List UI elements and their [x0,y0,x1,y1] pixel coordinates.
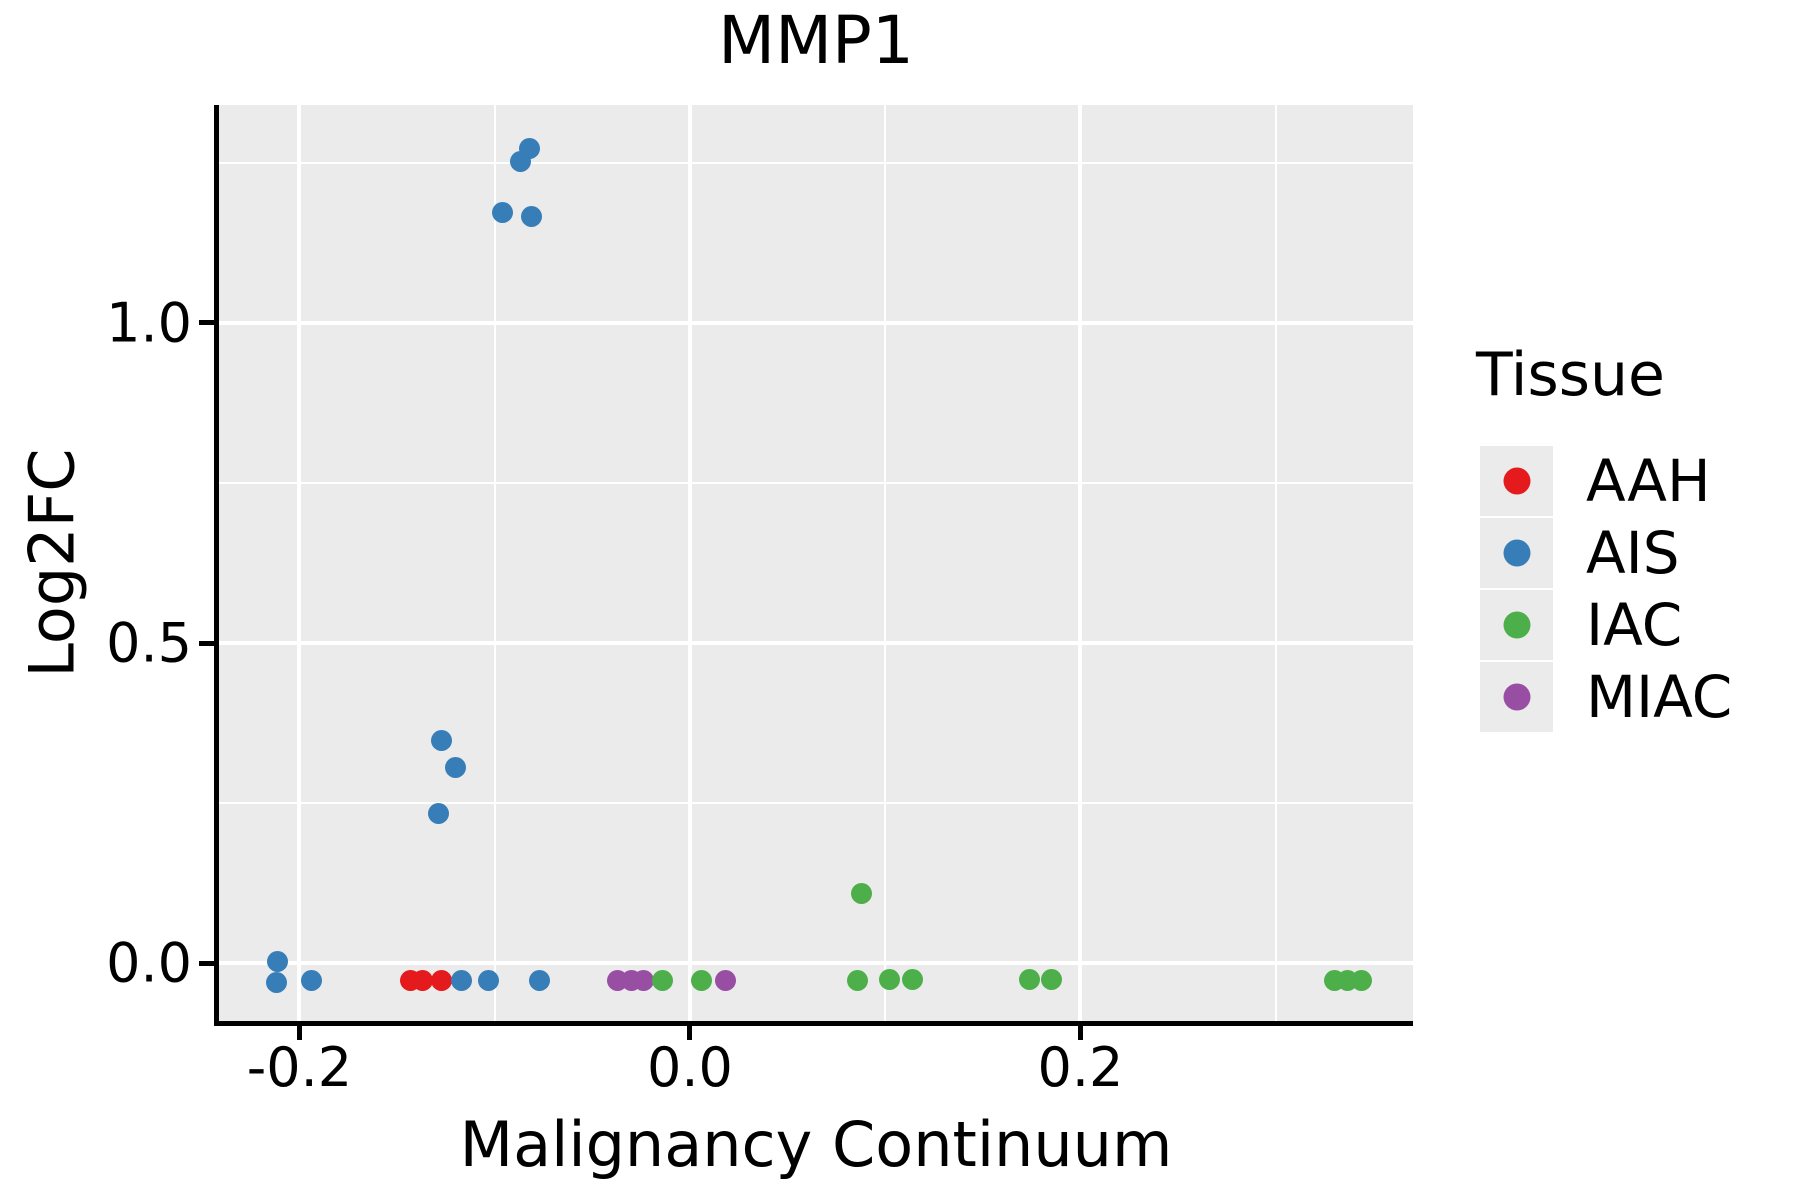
legend-title: Tissue [1476,340,1665,410]
scatter-point-IAC [902,968,924,990]
scatter-point-AIS [521,205,543,227]
legend-dot-icon [1503,611,1530,639]
legend-dot-icon [1503,683,1530,711]
y-tick-label: 1.0 [106,291,192,355]
legend-label: AIS [1586,519,1680,587]
scatter-point-IAC [847,969,869,991]
scatter-point-IAC [1040,968,1062,990]
scatter-point-MIAC [632,969,654,991]
legend-item-IAC: IAC [1480,590,1790,660]
legend-item-AIS: AIS [1480,518,1790,588]
gridline [297,105,302,1021]
legend-label: IAC [1586,591,1683,659]
scatter-point-IAC [652,969,674,991]
scatter-point-AIS [265,971,287,993]
gridline [219,641,1413,645]
legend-item-MIAC: MIAC [1480,662,1790,732]
legend-items: AAH AIS IAC MIAC [1480,446,1790,732]
x-axis-tick [1077,1026,1083,1040]
legend-key [1480,446,1553,516]
gridline [219,320,1413,325]
y-axis-tick [199,320,214,326]
legend-label: MIAC [1586,663,1733,731]
scatter-point-AIS [431,729,453,751]
scatter-point-AIS [529,970,551,992]
gridline [219,161,1413,164]
x-tick-label: 0.2 [1037,1036,1124,1099]
gridline [219,802,1413,804]
x-axis-line [214,1021,1413,1026]
gridline [687,105,692,1021]
x-axis-title: Malignancy Continuum [459,1108,1173,1181]
scatter-point-AIS [267,951,289,973]
y-axis-line [214,105,219,1026]
plot-panel [219,105,1413,1021]
scatter-point-MIAC [714,969,736,991]
legend: Tissue AAH AIS IAC MIAC [1476,340,1790,734]
scatter-point-AIS [445,756,467,778]
scatter-point-AAH [411,970,433,992]
gridline [219,961,1413,965]
x-axis-tick [296,1026,302,1040]
scatter-point-AIS [427,802,449,824]
x-tick-label: 0.0 [647,1036,733,1099]
scatter-point-AIS [300,970,322,992]
plot-title: MMP1 [718,2,914,79]
gridline [219,481,1413,484]
scatter-point-AAH [431,970,453,992]
scatter-point-AIS [451,970,472,992]
scatter-point-IAC [851,882,873,904]
legend-key [1480,590,1553,660]
legend-key [1480,518,1553,588]
scatter-point-AIS [492,202,513,224]
gridline [1078,105,1083,1021]
legend-item-AAH: AAH [1480,446,1790,516]
x-axis-tick [687,1026,693,1040]
y-tick-label: 0.5 [106,611,192,675]
y-axis-tick [199,640,214,646]
scatter-point-IAC [1351,969,1373,991]
legend-dot-icon [1503,539,1530,567]
legend-label: AAH [1586,447,1711,515]
scatter-point-AIS [478,970,500,992]
y-tick-label: 0.0 [106,931,192,995]
gridline [884,105,887,1021]
scatter-point-IAC [691,969,713,991]
legend-dot-icon [1503,467,1530,495]
scatter-point-IAC [878,968,900,990]
legend-key [1480,662,1553,732]
y-axis-tick [199,960,214,966]
scatter-point-AIS [509,150,531,172]
x-tick-label: -0.2 [246,1036,353,1099]
gridline [493,105,496,1021]
gridline [1274,105,1277,1021]
scatter-point-IAC [1019,968,1041,990]
